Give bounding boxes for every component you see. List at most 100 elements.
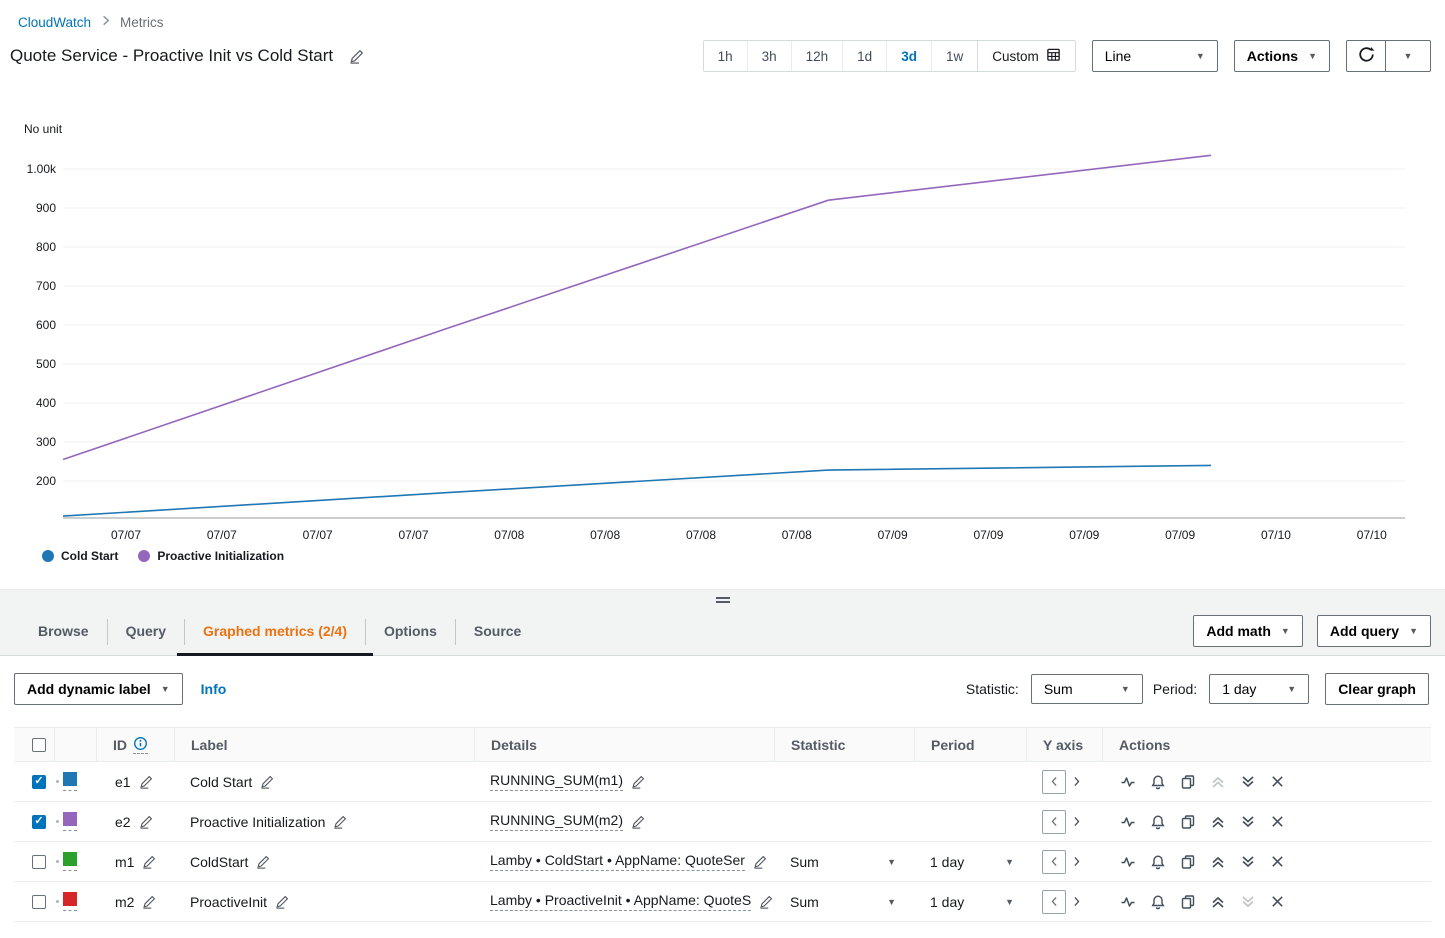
edit-details-pencil-icon[interactable] (759, 895, 773, 909)
alarm-bell-icon[interactable] (1150, 814, 1166, 830)
edit-label-pencil-icon[interactable] (275, 895, 289, 909)
metric-id: m1 (115, 854, 134, 870)
metric-details[interactable]: RUNNING_SUM(m2) (490, 812, 623, 831)
time-range-3h[interactable]: 3h (747, 41, 791, 71)
row-checkbox[interactable] (32, 895, 46, 909)
y-axis-right-button[interactable] (1068, 813, 1085, 830)
actions-menu-button[interactable]: Actions ▼ (1234, 40, 1330, 72)
tab-browse[interactable]: Browse (20, 623, 107, 655)
global-statistic-select[interactable]: Sum ▼ (1031, 674, 1143, 704)
y-axis-left-button[interactable] (1042, 770, 1066, 794)
alarm-bell-icon[interactable] (1150, 774, 1166, 790)
move-up-icon[interactable] (1210, 774, 1226, 790)
add-query-button[interactable]: Add query ▼ (1317, 615, 1431, 647)
alarm-bell-icon[interactable] (1150, 854, 1166, 870)
global-period-select[interactable]: 1 day ▼ (1209, 674, 1309, 704)
add-dynamic-label-button[interactable]: Add dynamic label ▼ (14, 673, 183, 705)
info-link[interactable]: Info (201, 681, 227, 697)
info-icon[interactable] (133, 736, 148, 754)
refresh-button[interactable] (1346, 40, 1386, 72)
duplicate-icon[interactable] (1180, 774, 1196, 790)
time-range-12h[interactable]: 12h (791, 41, 843, 71)
row-checkbox[interactable] (32, 775, 46, 789)
remove-icon[interactable] (1270, 894, 1285, 909)
alarm-bell-icon[interactable] (1150, 894, 1166, 910)
svg-text:07/10: 07/10 (1357, 528, 1387, 542)
edit-details-pencil-icon[interactable] (631, 815, 645, 829)
drag-handle-dot[interactable] (56, 900, 59, 903)
move-up-icon[interactable] (1210, 854, 1226, 870)
legend-item-cold-start[interactable]: Cold Start (42, 549, 118, 563)
metric-details[interactable]: Lamby • ProactiveInit • AppName: QuoteS (490, 892, 751, 911)
drag-handle-dot[interactable] (56, 780, 59, 783)
tab-graphed-metrics[interactable]: Graphed metrics (2/4) (185, 623, 365, 655)
time-range-custom[interactable]: Custom (977, 41, 1075, 71)
metric-details[interactable]: Lamby • ColdStart • AppName: QuoteSer (490, 852, 745, 871)
graph-metric-icon[interactable] (1120, 814, 1136, 830)
select-all-checkbox[interactable] (32, 738, 46, 752)
metrics-line-chart[interactable]: 1.00k90080070060050040030020007/0707/070… (0, 72, 1445, 589)
period-select[interactable]: 1 day▼ (930, 854, 1014, 870)
drag-handle-dot[interactable] (56, 820, 59, 823)
graph-metric-icon[interactable] (1120, 854, 1136, 870)
edit-id-pencil-icon[interactable] (142, 855, 156, 869)
time-range-1d[interactable]: 1d (842, 41, 886, 71)
time-range-1w[interactable]: 1w (931, 41, 977, 71)
color-swatch[interactable] (63, 852, 77, 871)
tab-source[interactable]: Source (456, 623, 539, 655)
metric-details[interactable]: RUNNING_SUM(m1) (490, 772, 623, 791)
move-down-icon[interactable] (1240, 894, 1256, 910)
edit-details-pencil-icon[interactable] (753, 855, 767, 869)
edit-label-pencil-icon[interactable] (260, 775, 274, 789)
color-column-header (54, 728, 96, 761)
duplicate-icon[interactable] (1180, 854, 1196, 870)
remove-icon[interactable] (1270, 854, 1285, 869)
add-math-button[interactable]: Add math ▼ (1193, 615, 1302, 647)
remove-icon[interactable] (1270, 774, 1285, 789)
edit-label-pencil-icon[interactable] (333, 815, 347, 829)
metric-id: e2 (115, 814, 131, 830)
edit-id-pencil-icon[interactable] (139, 815, 153, 829)
y-axis-right-button[interactable] (1068, 773, 1085, 790)
y-axis-left-button[interactable] (1042, 850, 1066, 874)
move-up-icon[interactable] (1210, 814, 1226, 830)
color-swatch[interactable] (63, 772, 77, 791)
edit-title-pencil-icon[interactable] (349, 49, 364, 64)
y-axis-right-button[interactable] (1068, 853, 1085, 870)
refresh-options-button[interactable]: ▼ (1385, 40, 1431, 72)
panel-resize-handle[interactable] (716, 595, 730, 605)
statistic-select[interactable]: Sum▼ (790, 894, 896, 910)
chart-type-select[interactable]: Line ▼ (1092, 40, 1218, 72)
remove-icon[interactable] (1270, 814, 1285, 829)
move-down-icon[interactable] (1240, 774, 1256, 790)
legend-item-proactive-init[interactable]: Proactive Initialization (138, 549, 284, 563)
edit-label-pencil-icon[interactable] (256, 855, 270, 869)
edit-id-pencil-icon[interactable] (142, 895, 156, 909)
y-axis-left-button[interactable] (1042, 810, 1066, 834)
period-select[interactable]: 1 day▼ (930, 894, 1014, 910)
duplicate-icon[interactable] (1180, 894, 1196, 910)
drag-handle-dot[interactable] (56, 860, 59, 863)
graph-metric-icon[interactable] (1120, 894, 1136, 910)
move-down-icon[interactable] (1240, 814, 1256, 830)
statistic-select[interactable]: Sum▼ (790, 854, 896, 870)
time-range-1h[interactable]: 1h (704, 41, 747, 71)
clear-graph-button[interactable]: Clear graph (1325, 673, 1429, 705)
edit-details-pencil-icon[interactable] (631, 775, 645, 789)
y-axis-left-button[interactable] (1042, 890, 1066, 914)
breadcrumb-cloudwatch-link[interactable]: CloudWatch (18, 15, 91, 30)
duplicate-icon[interactable] (1180, 814, 1196, 830)
y-axis-right-button[interactable] (1068, 893, 1085, 910)
color-swatch[interactable] (63, 812, 77, 831)
row-checkbox[interactable] (32, 815, 46, 829)
graph-metric-icon[interactable] (1120, 774, 1136, 790)
tab-options[interactable]: Options (366, 623, 455, 655)
time-range-3d[interactable]: 3d (886, 41, 931, 71)
table-row: m1 ColdStart Lamby • ColdStart • AppName… (14, 842, 1431, 882)
edit-id-pencil-icon[interactable] (139, 775, 153, 789)
move-down-icon[interactable] (1240, 854, 1256, 870)
color-swatch[interactable] (63, 892, 77, 911)
move-up-icon[interactable] (1210, 894, 1226, 910)
row-checkbox[interactable] (32, 855, 46, 869)
tab-query[interactable]: Query (108, 623, 184, 655)
